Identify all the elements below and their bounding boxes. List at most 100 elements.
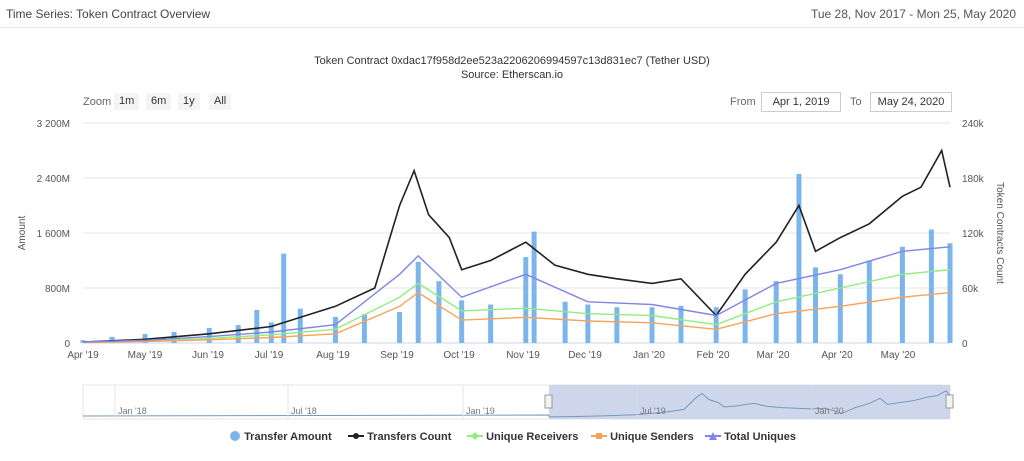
range-to-input[interactable]: May 24, 2020 [870,92,952,112]
bar-transfer-amount [397,312,403,343]
bar-transfer-amount [361,314,367,343]
navigator-label: Jul '19 [640,406,666,416]
navigator-handle-right[interactable] [945,394,954,409]
x-axis-tick: Aug '19 [316,350,350,361]
bar-transfer-amount [742,289,748,343]
page-title: Time Series: Token Contract Overview [6,7,211,21]
legend-label: Unique Senders [610,431,694,443]
y-axis-right-tick: 0 [962,339,968,350]
line-total-uniques [82,246,951,343]
line-transfers-count [82,148,951,343]
x-axis-tick: Mar '20 [756,350,789,361]
bar-transfer-amount [459,300,465,343]
top-bar: Time Series: Token Contract Overview Tue… [0,0,1024,28]
zoom-label: Zoom [83,96,112,108]
y-axis-left-tick: 0 [64,339,70,350]
bar-transfer-amount [488,304,494,343]
navigator-series [82,390,951,418]
navigator[interactable]: Jan '18 Jul '18 Jan '19 Jul '19 Jan '20 [82,384,954,420]
y-axis-left-tick: 3 200M [37,119,70,130]
x-axis-tick: Oct '19 [443,350,475,361]
bar-transfer-amount [206,327,212,343]
legend-item-transfer-amount[interactable]: Transfer Amount [229,430,332,443]
legend-item-transfers-count[interactable]: Transfers Count [348,430,451,443]
x-axis-tick: Dec '19 [568,350,602,361]
bar-transfer-amount [585,304,591,343]
range-from-input[interactable]: Apr 1, 2019 [761,92,841,112]
navigator-label: Jan '18 [118,406,147,416]
x-axis-tick: Apr '20 [821,350,853,361]
bar-transfer-amount [562,301,568,343]
bar-transfer-amount [523,257,529,343]
y-axis-right-tick: 240k [962,119,985,130]
grid-lines [83,122,950,344]
bar-transfer-amount [254,310,260,343]
legend-item-unique-receivers[interactable]: Unique Receivers [467,430,578,443]
x-axis-tick: Jul '19 [255,350,284,361]
zoom-1y-button[interactable]: 1y [178,93,200,110]
legend: Transfer Amount Transfers Count Unique R… [0,430,1024,446]
legend-item-unique-senders[interactable]: Unique Senders [591,430,694,443]
legend-item-total-uniques[interactable]: Total Uniques [705,430,796,443]
bar-transfer-amount [928,229,934,343]
y-axis-right-label: Token Contracts Count [994,182,1005,284]
legend-line-icon [467,432,483,440]
legend-circle-icon [230,431,240,441]
bar-transfer-amount [297,308,303,343]
axes: 0 800M 1 600M 2 400M 3 200M 0 60k 120k 1… [17,119,1005,361]
x-axis-tick: Jun '19 [192,350,224,361]
x-axis-tick: Feb '20 [696,350,729,361]
bar-transfer-amount [649,307,655,343]
y-axis-right-tick: 120k [962,229,985,240]
chart-title: Token Contract 0xdac17f958d2ee523a220620… [314,55,710,67]
legend-line-icon [348,433,364,439]
bar-transfer-amount [531,231,537,343]
y-axis-right-tick: 180k [962,174,985,185]
chart-subtitle: Source: Etherscan.io [460,69,564,81]
range-to-label: To [850,96,862,108]
legend-label: Total Uniques [724,431,796,443]
bar-transfer-amount [436,281,442,343]
bar-transfer-amount [614,307,620,343]
x-axis-tick: May '19 [128,350,163,361]
bar-transfer-amount [773,281,779,343]
x-axis-tick: Jan '20 [633,350,665,361]
x-axis-tick: Sep '19 [380,350,414,361]
bar-transfer-amount [796,173,802,343]
zoom-6m-button[interactable]: 6m [146,93,172,110]
bar-transfer-amount [281,253,287,343]
navigator-label: Jan '19 [466,406,495,416]
line-unique-receivers [82,269,951,343]
navigator-line [82,390,951,418]
zoom-1m-button[interactable]: 1m [114,93,140,110]
legend-label: Transfers Count [367,431,452,443]
x-axis-tick: Nov '19 [506,350,540,361]
top-divider [0,27,1024,28]
bar-transfer-amount [678,305,684,343]
y-axis-left-label: Amount [17,216,28,251]
navigator-selection[interactable] [549,385,950,419]
date-range: Tue 28, Nov 2017 - Mon 25, May 2020 [810,7,1016,21]
zoom-all-button[interactable]: All [209,93,232,110]
line-unique-senders [82,291,951,344]
navigator-label: Jan '20 [815,406,844,416]
legend-label: Transfer Amount [244,431,332,443]
bar-transfer-amount [415,261,421,343]
legend-line-icon [591,433,607,439]
x-axis-tick: May '20 [881,350,916,361]
bar-transfer-amount [109,336,115,343]
y-axis-left-tick: 2 400M [37,174,70,185]
range-from-label: From [730,96,756,108]
legend-line-icon [705,432,721,440]
y-axis-right-tick: 60k [962,284,979,295]
navigator-handle-left[interactable] [544,394,553,409]
navigator-label: Jul '18 [291,406,317,416]
bar-transfer-amount [899,246,905,343]
legend-label: Unique Receivers [486,431,579,443]
y-axis-left-tick: 800M [45,284,70,295]
y-axis-left-tick: 1 600M [37,229,70,240]
bar-transfer-amount [837,274,843,343]
x-axis-tick: Apr '19 [67,350,99,361]
bar-transfer-amount [813,267,819,343]
